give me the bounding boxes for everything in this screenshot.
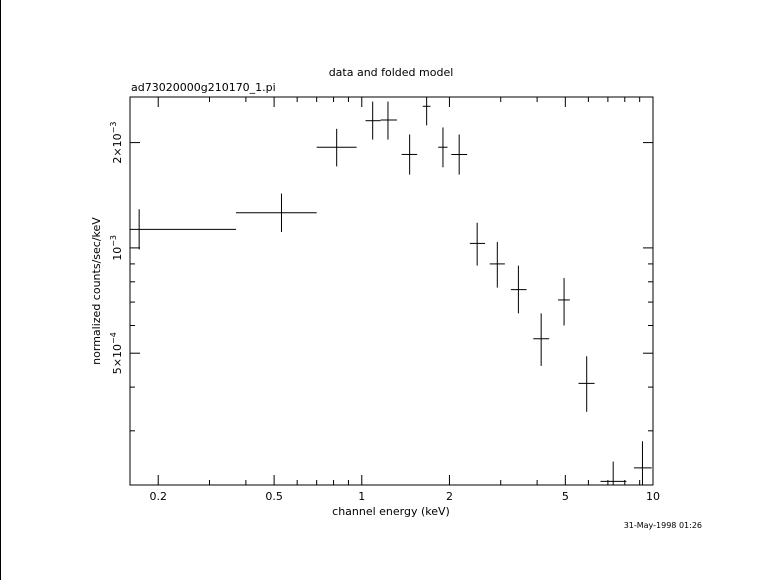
y-axis-label: normalized counts/sec/keV [90, 217, 103, 365]
data-point [451, 134, 468, 175]
x-tick-label: 0.2 [149, 490, 167, 503]
data-point [633, 441, 652, 485]
x-tick-label: 5 [562, 490, 569, 503]
x-tick-label: 2 [446, 490, 453, 503]
data-points [130, 97, 652, 485]
window-left-border [0, 0, 1, 580]
data-point [365, 101, 381, 140]
data-point [316, 128, 357, 167]
data-point [600, 461, 627, 485]
plot-frame [129, 96, 654, 486]
x-tick-label: 0.5 [265, 490, 283, 503]
data-point [236, 193, 317, 233]
y-tick-label: 2×10−3 [109, 122, 124, 164]
y-axis-ticks [130, 142, 653, 432]
data-point [469, 222, 486, 266]
data-point [578, 356, 595, 412]
data-point [130, 209, 237, 250]
x-axis-label: channel energy (keV) [332, 505, 450, 518]
x-axis-tick-labels: 0.2 0.5 1 2 5 10 [149, 490, 660, 503]
data-point [438, 127, 448, 168]
data-point [510, 265, 527, 314]
data-point [489, 241, 505, 288]
data-point [422, 97, 431, 126]
data-point [533, 313, 550, 366]
x-tick-label: 1 [358, 490, 365, 503]
chart-title: data and folded model [329, 66, 454, 79]
x-tick-label: 10 [646, 490, 660, 503]
data-point [401, 134, 418, 175]
chart-subtitle: ad73020000g210170_1.pi [131, 81, 276, 94]
data-point [380, 101, 397, 140]
y-axis-tick-labels: 5×10−4 10−3 2×10−3 [109, 122, 124, 375]
y-tick-label: 5×10−4 [109, 332, 124, 374]
data-point [558, 278, 570, 326]
timestamp: 31-May-1998 01:26 [624, 521, 702, 530]
y-tick-label: 10−3 [109, 235, 124, 261]
x-axis-ticks [157, 97, 654, 485]
